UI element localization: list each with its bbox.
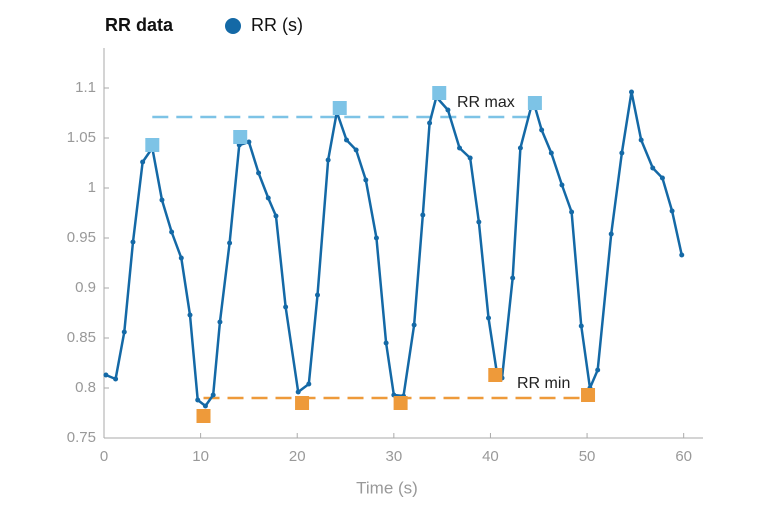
square-marker [196, 409, 211, 423]
point [121, 329, 127, 335]
point [325, 157, 331, 163]
square-marker [581, 388, 596, 402]
point [445, 107, 451, 113]
point [427, 120, 433, 126]
square-marker [295, 396, 310, 410]
square-marker [432, 86, 447, 100]
legend-marker [225, 18, 241, 34]
point [353, 147, 359, 153]
point [265, 195, 271, 201]
point [659, 175, 665, 181]
y-tick-label: 1.05 [67, 129, 96, 146]
series-line [105, 90, 683, 408]
point [595, 367, 601, 373]
point [373, 235, 379, 241]
point [113, 376, 119, 382]
legend-label: RR (s) [251, 15, 303, 35]
y-tick-label: 0.75 [67, 429, 96, 446]
y-tick-label: 0.95 [67, 229, 96, 246]
y-tick-label: 0.85 [67, 329, 96, 346]
x-axis-label: Time (s) [356, 478, 418, 497]
point [295, 389, 301, 395]
point [103, 372, 109, 378]
point [187, 312, 193, 318]
y-tick-label: 0.9 [75, 279, 96, 296]
point [517, 145, 523, 151]
point [619, 150, 625, 156]
square-marker [527, 96, 542, 110]
x-tick-label: 50 [579, 448, 596, 465]
point [202, 403, 208, 409]
x-tick-label: 10 [192, 448, 209, 465]
point [363, 177, 369, 183]
point [195, 397, 201, 403]
point [476, 219, 482, 225]
x-tick-label: 30 [385, 448, 402, 465]
x-tick-label: 40 [482, 448, 499, 465]
point [306, 381, 312, 387]
point [608, 231, 614, 237]
square-marker [233, 130, 248, 144]
y-tick-label: 0.8 [75, 379, 96, 396]
point [510, 275, 516, 281]
y-tick-label: 1 [88, 179, 96, 196]
point [315, 292, 321, 298]
point [130, 239, 136, 245]
square-marker [145, 138, 160, 152]
point [486, 315, 492, 321]
square-marker [488, 368, 503, 382]
annotation: RR min [517, 375, 570, 392]
point [178, 255, 184, 261]
square-marker [332, 101, 347, 115]
point [559, 182, 565, 188]
point [283, 304, 289, 310]
point [159, 197, 165, 203]
point [246, 139, 252, 145]
point [650, 165, 656, 171]
point [273, 213, 279, 219]
point [256, 170, 262, 176]
y-tick-label: 1.1 [75, 79, 96, 96]
point [669, 208, 675, 214]
point [411, 322, 417, 328]
point [679, 252, 685, 258]
point [383, 340, 389, 346]
point [420, 212, 426, 218]
point [578, 323, 584, 329]
point [343, 137, 349, 143]
point [457, 145, 463, 151]
point [467, 155, 473, 161]
point [548, 150, 554, 156]
point [217, 319, 223, 325]
point [169, 229, 175, 235]
x-tick-label: 0 [100, 448, 108, 465]
x-tick-label: 20 [289, 448, 306, 465]
point [140, 159, 146, 165]
point [227, 240, 233, 246]
point [638, 137, 644, 143]
legend-title: RR data [105, 15, 174, 35]
point [210, 392, 216, 398]
point [539, 127, 545, 133]
x-tick-label: 60 [675, 448, 692, 465]
square-marker [393, 396, 408, 410]
point [629, 89, 635, 95]
annotation: RR max [457, 94, 515, 111]
point [569, 209, 575, 215]
